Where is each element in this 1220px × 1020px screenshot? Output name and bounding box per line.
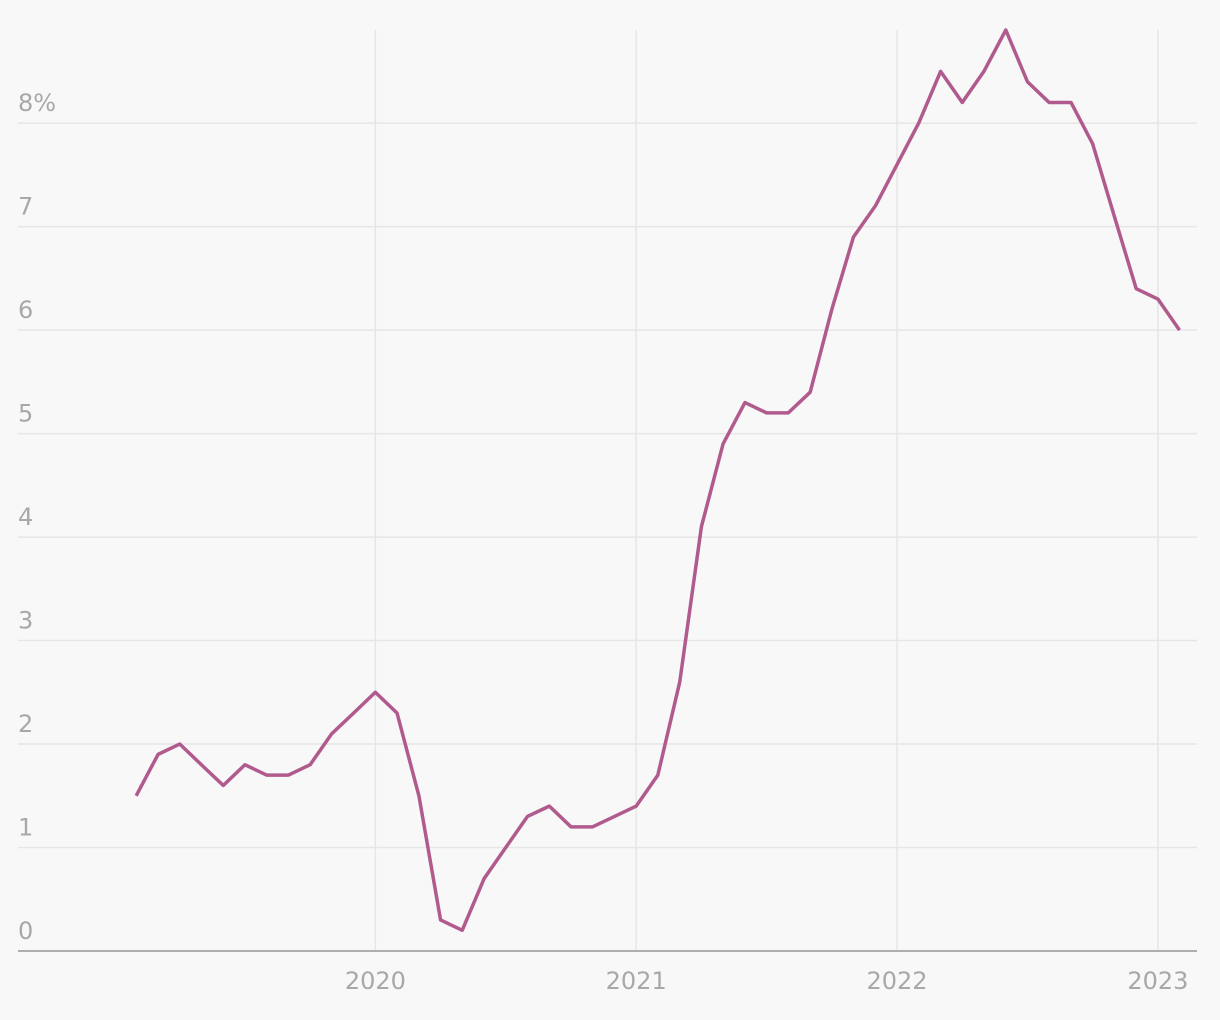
x-tick-label: 2021 xyxy=(606,967,667,995)
y-tick-label: 2 xyxy=(18,710,33,738)
y-tick-label: 0 xyxy=(18,917,33,945)
y-tick-label: 5 xyxy=(18,400,33,428)
x-tick-label: 2023 xyxy=(1127,967,1188,995)
x-tick-label: 2020 xyxy=(345,967,406,995)
x-tick-label: 2022 xyxy=(866,967,927,995)
y-tick-label: 4 xyxy=(18,503,33,531)
y-tick-label: 1 xyxy=(18,814,33,842)
y-tick-label: 7 xyxy=(18,193,33,221)
y-tick-label: 8% xyxy=(18,89,56,117)
y-tick-label: 3 xyxy=(18,607,33,635)
line-series xyxy=(134,28,1181,933)
y-tick-label: 6 xyxy=(18,296,33,324)
